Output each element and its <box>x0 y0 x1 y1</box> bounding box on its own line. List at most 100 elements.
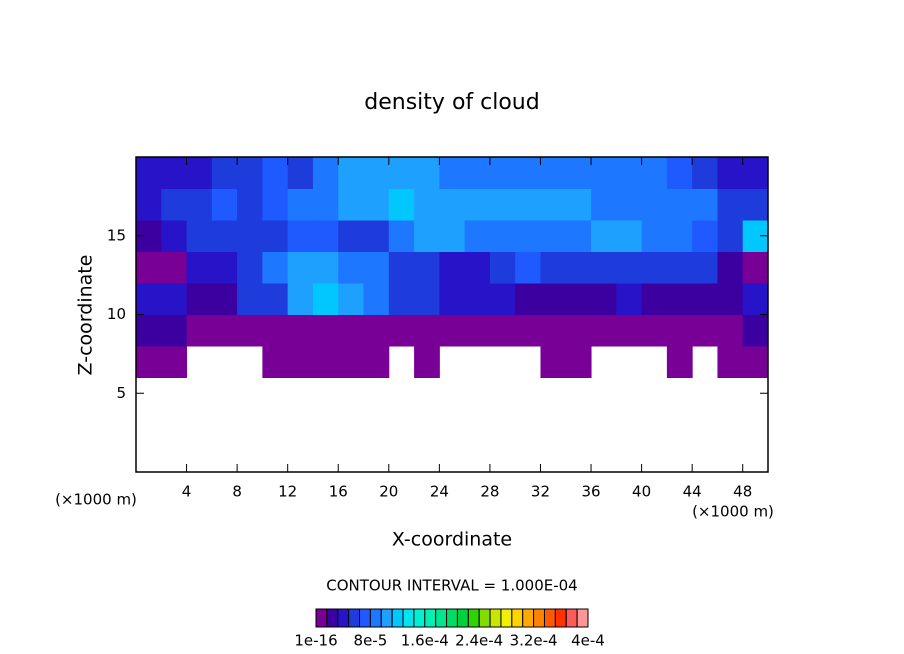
contour-cell <box>540 157 567 189</box>
contour-cell <box>717 220 744 252</box>
contour-cell <box>742 251 769 284</box>
contour-cell <box>287 188 314 221</box>
x-tick-label: 44 <box>683 483 702 501</box>
contour-cell <box>161 157 188 189</box>
contour-cell <box>211 157 238 189</box>
contour-cell <box>591 220 617 252</box>
contour-cell <box>464 283 491 315</box>
contour-cell <box>464 251 491 284</box>
contour-cell <box>742 283 769 315</box>
contour-cell <box>414 188 440 221</box>
contour-cell <box>363 346 390 378</box>
contour-cell <box>439 220 466 252</box>
contour-cell <box>136 251 162 284</box>
x-tick-label: 32 <box>531 483 550 501</box>
contour-cell <box>312 188 339 221</box>
contour-cell <box>515 188 541 221</box>
contour-cell <box>338 157 365 189</box>
contour-cell <box>489 251 516 284</box>
contour-cell <box>616 251 643 284</box>
y-tick-label: 10 <box>107 305 126 323</box>
contour-cell <box>388 283 415 315</box>
y-tick-label: 15 <box>107 226 126 244</box>
contour-cell <box>439 251 466 284</box>
contour-cell <box>666 346 693 378</box>
contour-cell <box>717 346 744 378</box>
colorbar-label: 4e-4 <box>571 632 605 650</box>
contour-cell <box>692 188 718 221</box>
contour-cell <box>363 283 390 315</box>
contour-cell <box>161 188 188 221</box>
contour-cell <box>641 283 668 315</box>
colorbar-box <box>424 608 437 628</box>
contour-cell <box>464 188 491 221</box>
colorbar-box <box>446 608 458 628</box>
colorbar-box <box>533 608 545 628</box>
contour-cell <box>312 220 339 252</box>
contour-cell <box>211 220 238 252</box>
colorbar-box <box>435 608 448 628</box>
contour-cell <box>338 188 365 221</box>
contour-cell <box>136 157 162 189</box>
contour-cell <box>312 283 339 315</box>
contour-cell <box>211 314 238 347</box>
contour-cell <box>591 283 617 315</box>
contour-cell <box>717 251 744 284</box>
contour-cell <box>489 314 516 347</box>
colorbar-box <box>369 608 382 628</box>
y-tick-label: 5 <box>116 384 126 402</box>
colorbar-box <box>315 608 328 628</box>
contour-cell <box>616 283 643 315</box>
contour-cell <box>515 283 541 315</box>
contour-cell <box>464 220 491 252</box>
contour-cell <box>439 314 466 347</box>
contour-cell <box>363 251 390 284</box>
contour-cell <box>717 157 744 189</box>
contour-cell <box>262 283 289 315</box>
contour-cell <box>464 157 491 189</box>
contour-cell <box>136 314 162 347</box>
contour-cell <box>136 283 162 315</box>
contour-cell <box>464 314 491 347</box>
contour-cell <box>439 157 466 189</box>
colorbar-box <box>456 608 469 628</box>
x-tick-label: 12 <box>278 483 297 501</box>
colorbar-box <box>522 608 535 628</box>
colorbar-label: 3.2e-4 <box>510 632 558 650</box>
contour-cell <box>414 346 440 378</box>
x-tick-label: 8 <box>232 483 242 501</box>
contour-cell <box>161 314 188 347</box>
contour-cell <box>161 283 188 315</box>
chart-title: density of cloud <box>364 90 539 115</box>
contour-cell <box>262 314 289 347</box>
contour-cell <box>136 188 162 221</box>
y-axis-label: Z-coordinate <box>75 255 97 376</box>
contour-cell <box>616 157 643 189</box>
contour-cell <box>641 251 668 284</box>
colorbar-box <box>511 608 524 628</box>
contour-cell <box>540 220 567 252</box>
colorbar-box <box>576 608 589 628</box>
contour-cell <box>237 251 263 284</box>
contour-cell <box>565 251 592 284</box>
contour-cell <box>666 220 693 252</box>
contour-cell <box>211 188 238 221</box>
contour-cell <box>515 251 541 284</box>
contour-cell <box>186 220 213 252</box>
colorbar-box <box>543 608 556 628</box>
contour-cell <box>388 314 415 347</box>
contour-cell <box>312 251 339 284</box>
contour-cell <box>237 188 263 221</box>
contour-cell <box>489 188 516 221</box>
contour-cell <box>717 283 744 315</box>
contour-cell <box>591 157 617 189</box>
contour-cell <box>161 346 188 378</box>
contour-cell <box>692 251 718 284</box>
contour-cell <box>666 251 693 284</box>
contour-cell <box>262 157 289 189</box>
contour-cell <box>338 314 365 347</box>
colorbar-label: 2.4e-4 <box>455 632 503 650</box>
contour-cell <box>161 220 188 252</box>
contour-cell <box>666 188 693 221</box>
contour-cell <box>186 188 213 221</box>
